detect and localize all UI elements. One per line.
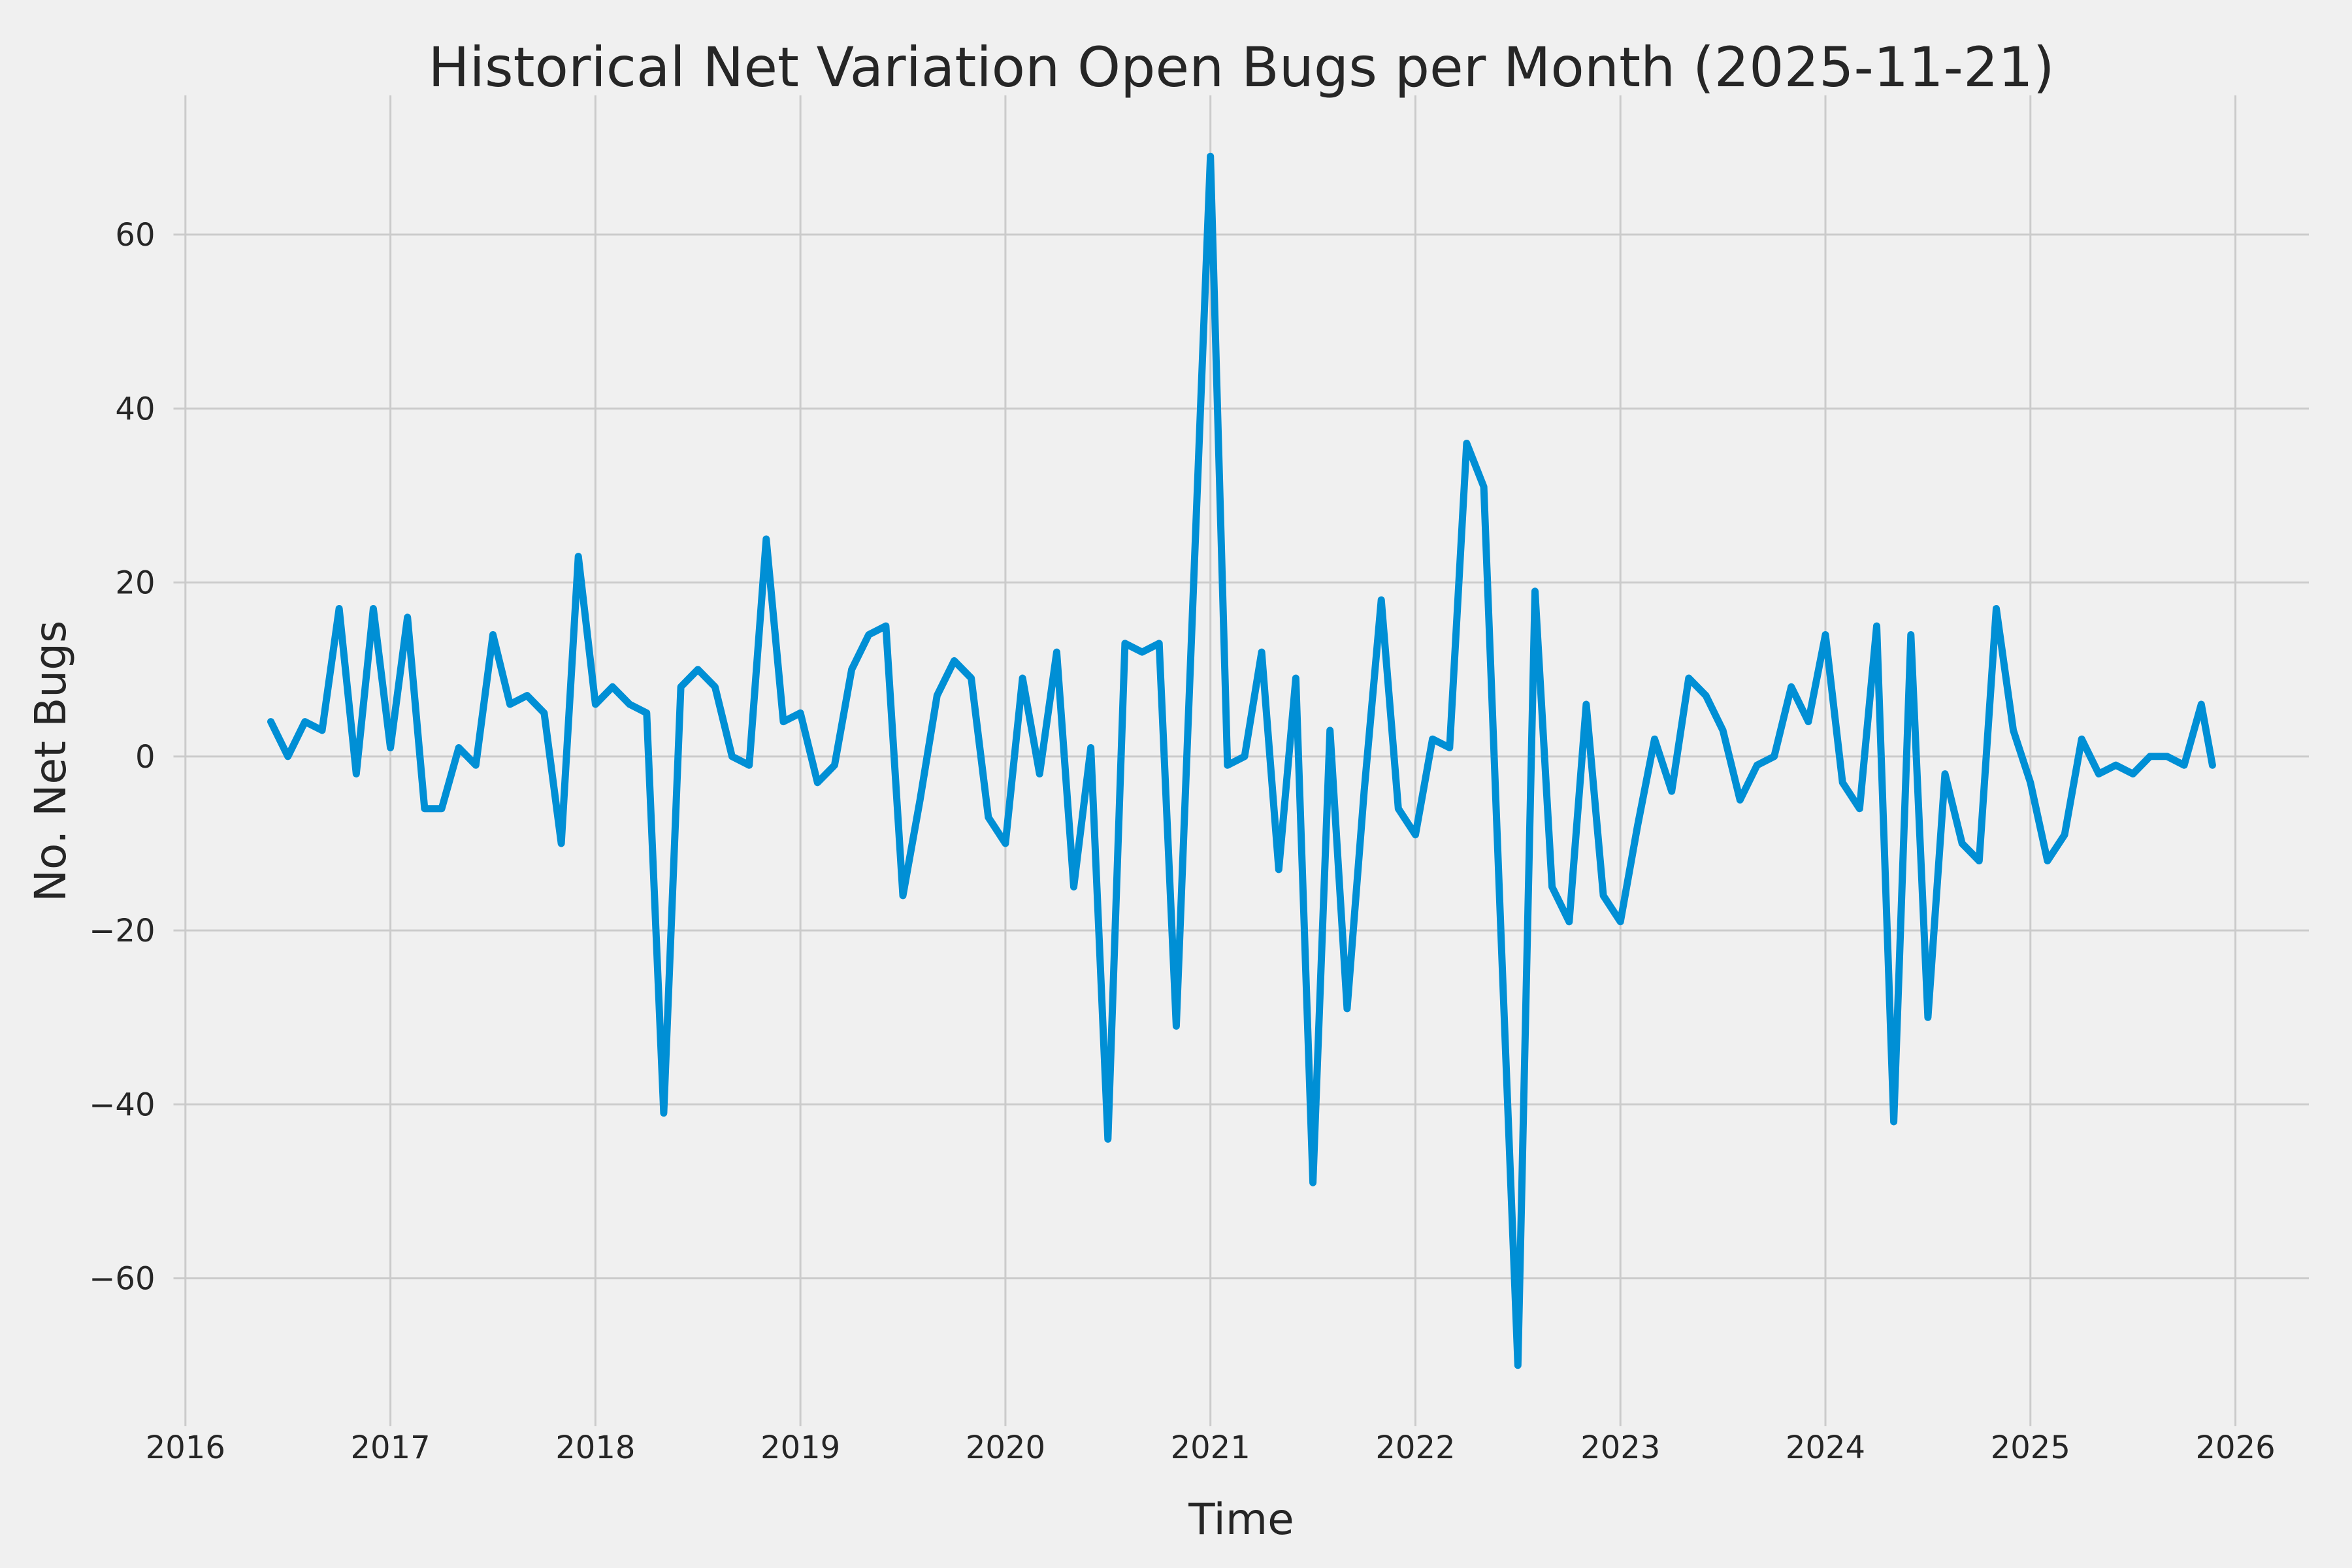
- x-tick-label: 2025: [1991, 1429, 2070, 1466]
- x-tick-label: 2023: [1580, 1429, 1660, 1466]
- x-tick-label: 2020: [966, 1429, 1045, 1466]
- grid-layer: [173, 95, 2309, 1426]
- x-tick-label: 2017: [351, 1429, 431, 1466]
- series-layer: [267, 152, 2216, 1369]
- chart-title: Historical Net Variation Open Bugs per M…: [428, 35, 2054, 99]
- x-tick-label: 2021: [1171, 1429, 1250, 1466]
- text-layer: Historical Net Variation Open Bugs per M…: [25, 35, 2276, 1544]
- x-tick-label: 2018: [555, 1429, 635, 1466]
- x-tick-label: 2016: [146, 1429, 225, 1466]
- x-tick-label: 2022: [1375, 1429, 1455, 1466]
- y-tick-label: −40: [89, 1086, 155, 1123]
- y-tick-label: −60: [89, 1261, 155, 1298]
- y-tick-label: 20: [115, 565, 155, 602]
- y-tick-label: 60: [115, 217, 155, 253]
- x-tick-label: 2026: [2195, 1429, 2275, 1466]
- x-axis-label: Time: [1188, 1494, 1294, 1544]
- series-line: [267, 152, 2216, 1369]
- x-tick-label: 2024: [1786, 1429, 1865, 1466]
- y-tick-label: 40: [115, 391, 155, 427]
- x-tick-label: 2019: [760, 1429, 840, 1466]
- y-tick-label: 0: [135, 739, 155, 776]
- y-axis-label: No. Net Bugs: [25, 621, 76, 902]
- y-tick-label: −20: [89, 913, 155, 949]
